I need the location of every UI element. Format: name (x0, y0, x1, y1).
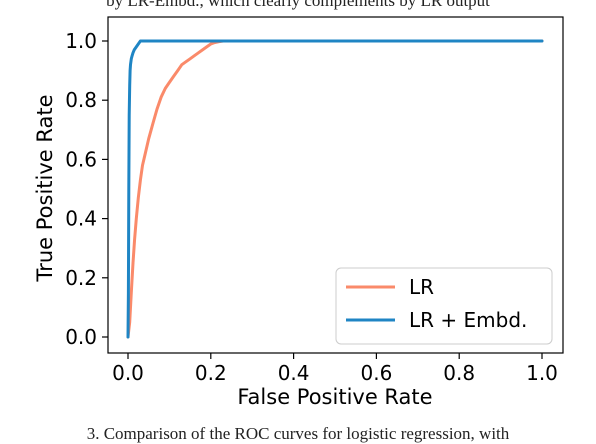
series-line-lr (126, 39, 544, 339)
y-tick-label: 0.6 (65, 147, 97, 171)
y-axis-ticks: 0.0 0.2 0.4 0.6 0.8 1.0 (65, 29, 108, 349)
caption-bottom: 3. Comparison of the ROC curves for logi… (86, 424, 510, 443)
x-tick-label: 0.2 (195, 361, 227, 385)
x-tick-label: 0.0 (112, 361, 144, 385)
x-tick-label: 0.8 (443, 361, 475, 385)
series-line-lr-embd (126, 39, 544, 339)
legend-box (335, 267, 553, 345)
y-tick-label: 0.8 (65, 88, 97, 112)
legend-label-lr: LR (409, 275, 434, 299)
legend: LR LR + Embd. (335, 267, 553, 345)
series-layer (126, 39, 544, 339)
y-tick-label: 0.0 (65, 325, 97, 349)
y-tick-label: 1.0 (65, 29, 97, 53)
x-tick-label: 1.0 (526, 361, 558, 385)
x-axis-label: False Positive Rate (237, 385, 432, 409)
legend-label-lr-embd: LR + Embd. (409, 308, 527, 332)
x-tick-label: 0.6 (360, 361, 392, 385)
y-tick-label: 0.2 (65, 266, 97, 290)
x-tick-label: 0.4 (278, 361, 310, 385)
caption-top: by LR-Embd., which clearly complements b… (106, 0, 490, 10)
x-axis-ticks: 0.0 0.2 0.4 0.6 0.8 1.0 (112, 353, 558, 385)
y-tick-label: 0.4 (65, 207, 97, 231)
y-axis-label: True Positive Rate (33, 94, 57, 282)
